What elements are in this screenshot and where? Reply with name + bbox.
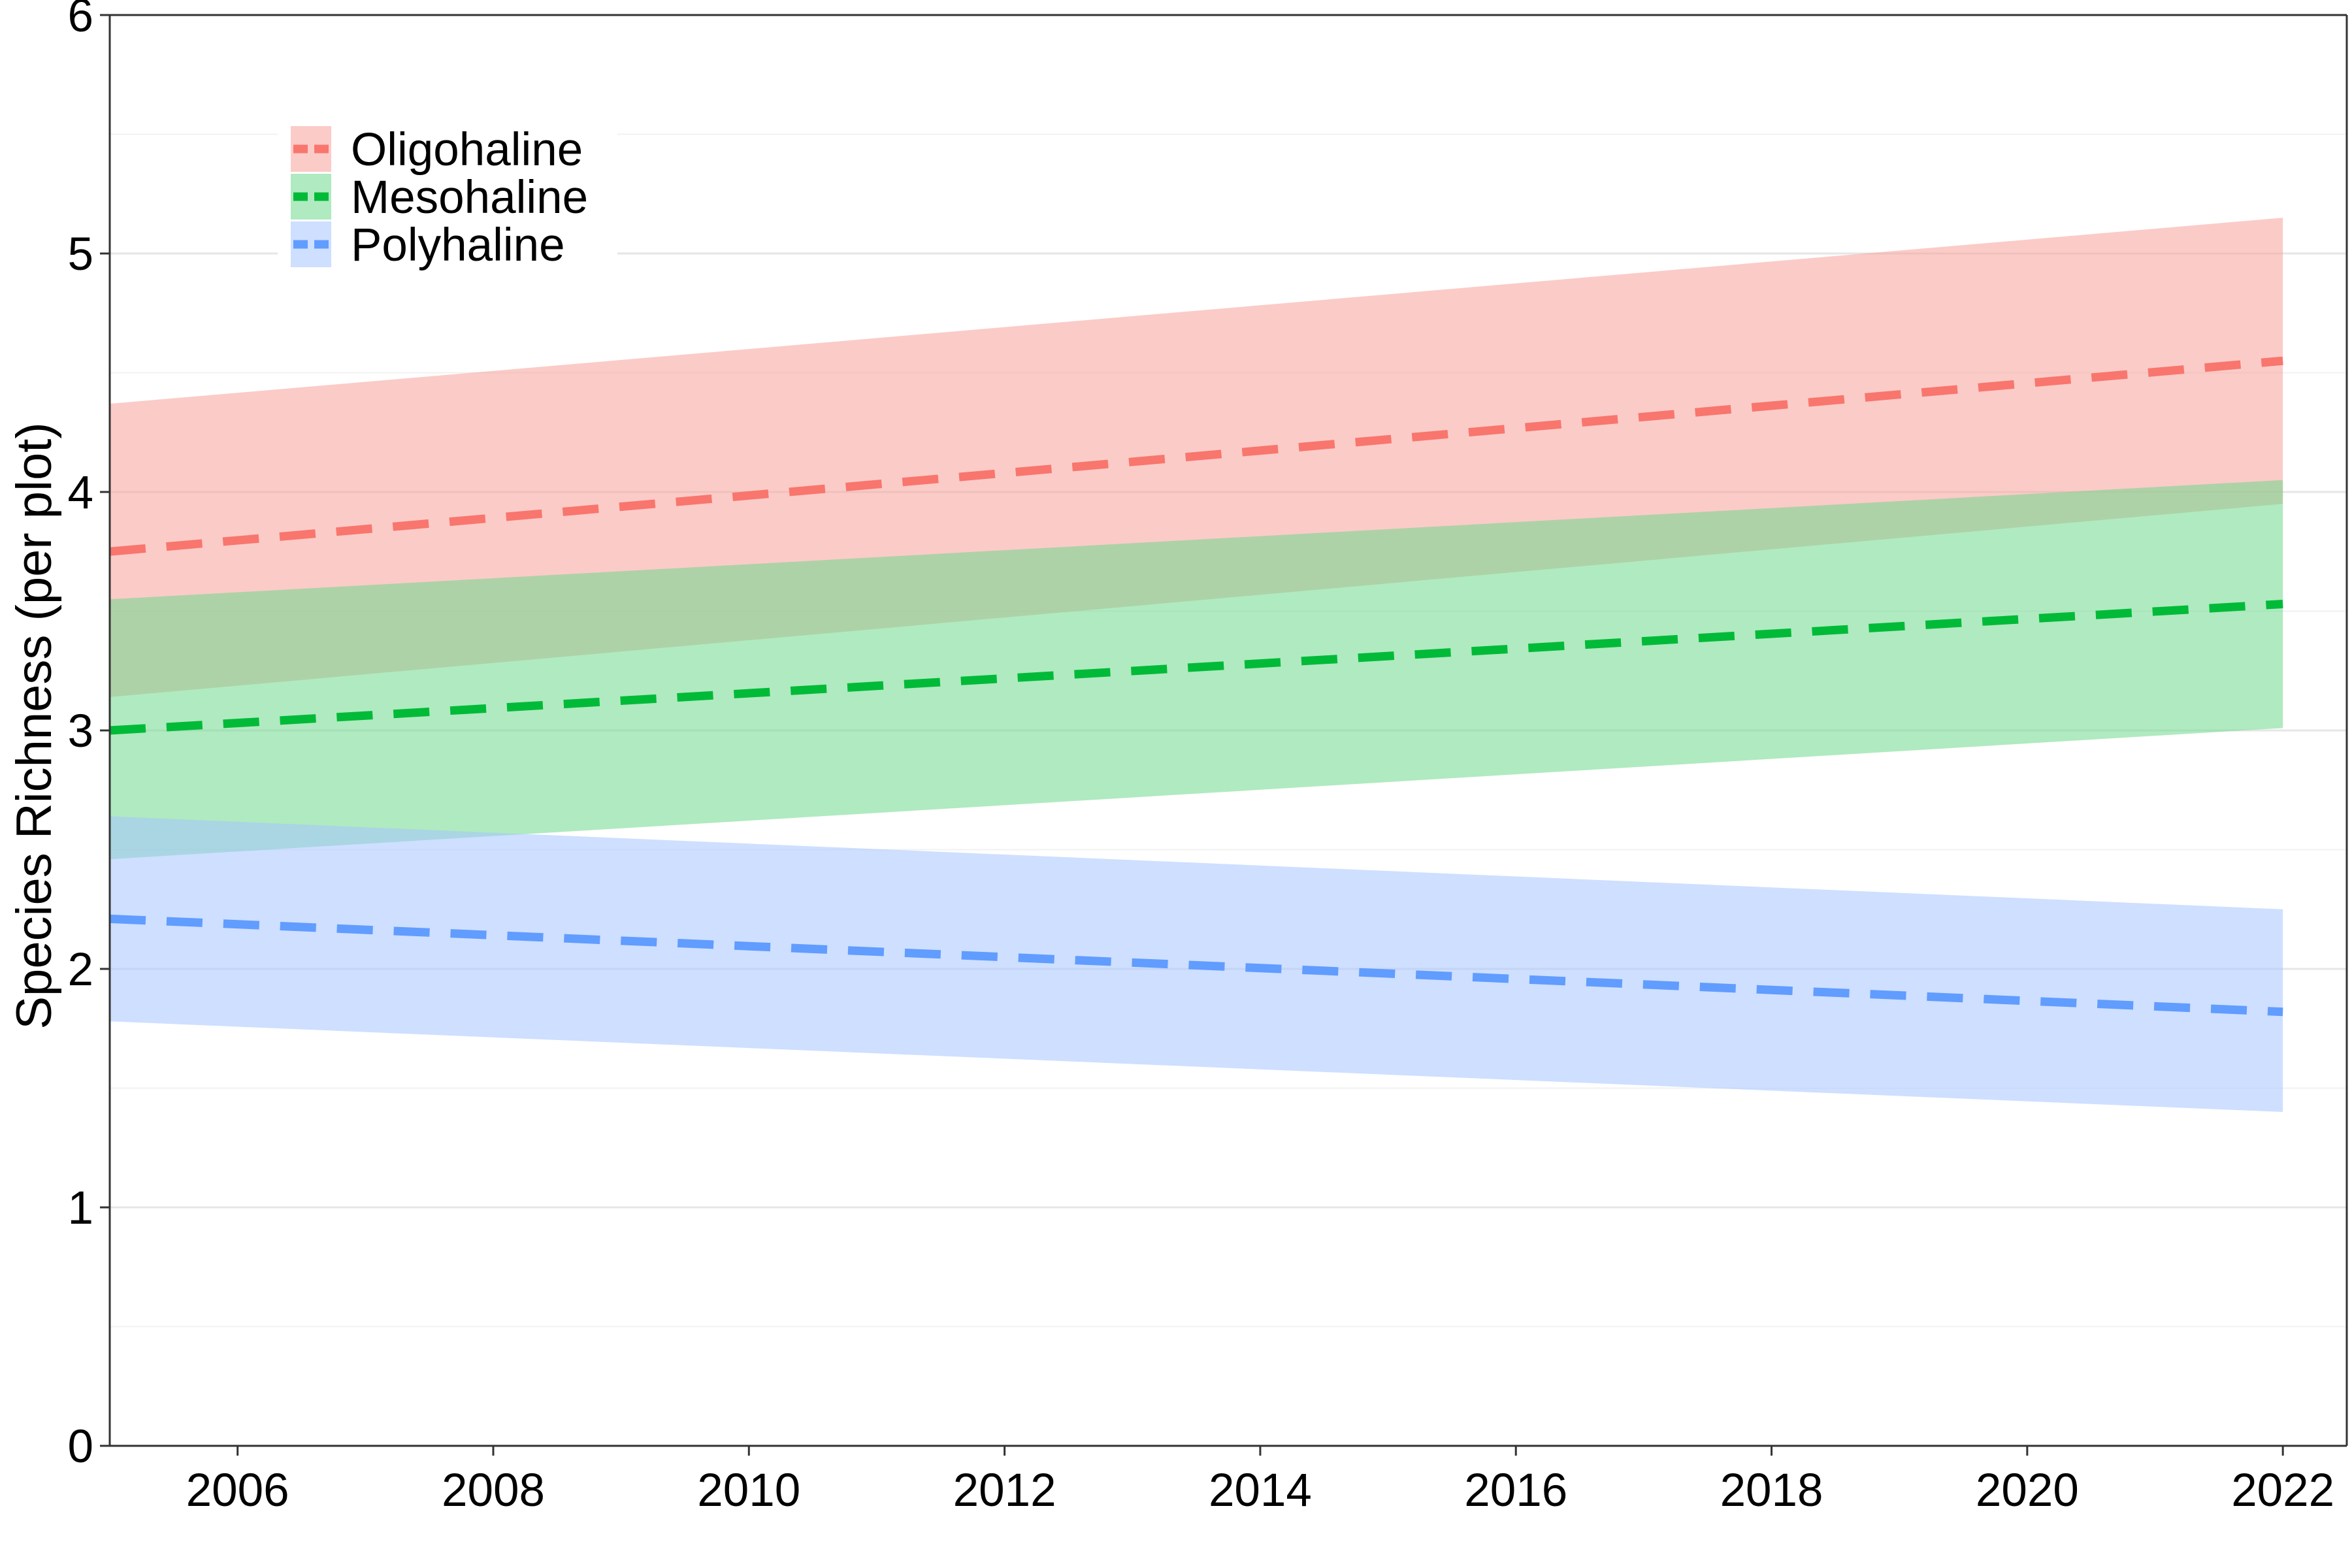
x-tick-label: 2012	[953, 1465, 1056, 1516]
x-tick-label: 2008	[442, 1465, 545, 1516]
x-tick-label: 2022	[2231, 1465, 2334, 1516]
legend-label-oligohaline: Oligohaline	[351, 124, 583, 176]
legend-background	[278, 108, 617, 265]
y-tick-label: 1	[68, 1183, 94, 1234]
y-tick-label: 3	[68, 706, 94, 757]
x-tick-label: 2018	[1720, 1465, 1823, 1516]
x-tick-label: 2014	[1209, 1465, 1312, 1516]
line-polyhaline	[109, 914, 2283, 1017]
legend-label-polyhaline: Polyhaline	[351, 220, 565, 271]
trend-lines	[109, 356, 2283, 1017]
y-tick-label: 2	[68, 944, 94, 996]
y-tick-label: 4	[68, 467, 94, 519]
y-axis-title: Species Richness (per plot)	[7, 422, 62, 1029]
legend-label-mesohaline: Mesohaline	[351, 172, 588, 223]
axes: 0 1 2 3 4 5 6 2006 2008 2010 2012 2014 2016 2018 2020 2…	[68, 0, 2348, 1516]
y-tick-label: 6	[68, 0, 94, 42]
line-mesohaline	[109, 600, 2283, 735]
y-tick-label: 5	[68, 229, 94, 280]
y-tick-label: 0	[68, 1421, 94, 1473]
x-tick-label: 2016	[1464, 1465, 1567, 1516]
line-oligohaline	[109, 356, 2283, 556]
x-tick-label: 2010	[697, 1465, 800, 1516]
x-tick-label: 2006	[186, 1465, 289, 1516]
x-tick-label: 2020	[1976, 1465, 2079, 1516]
